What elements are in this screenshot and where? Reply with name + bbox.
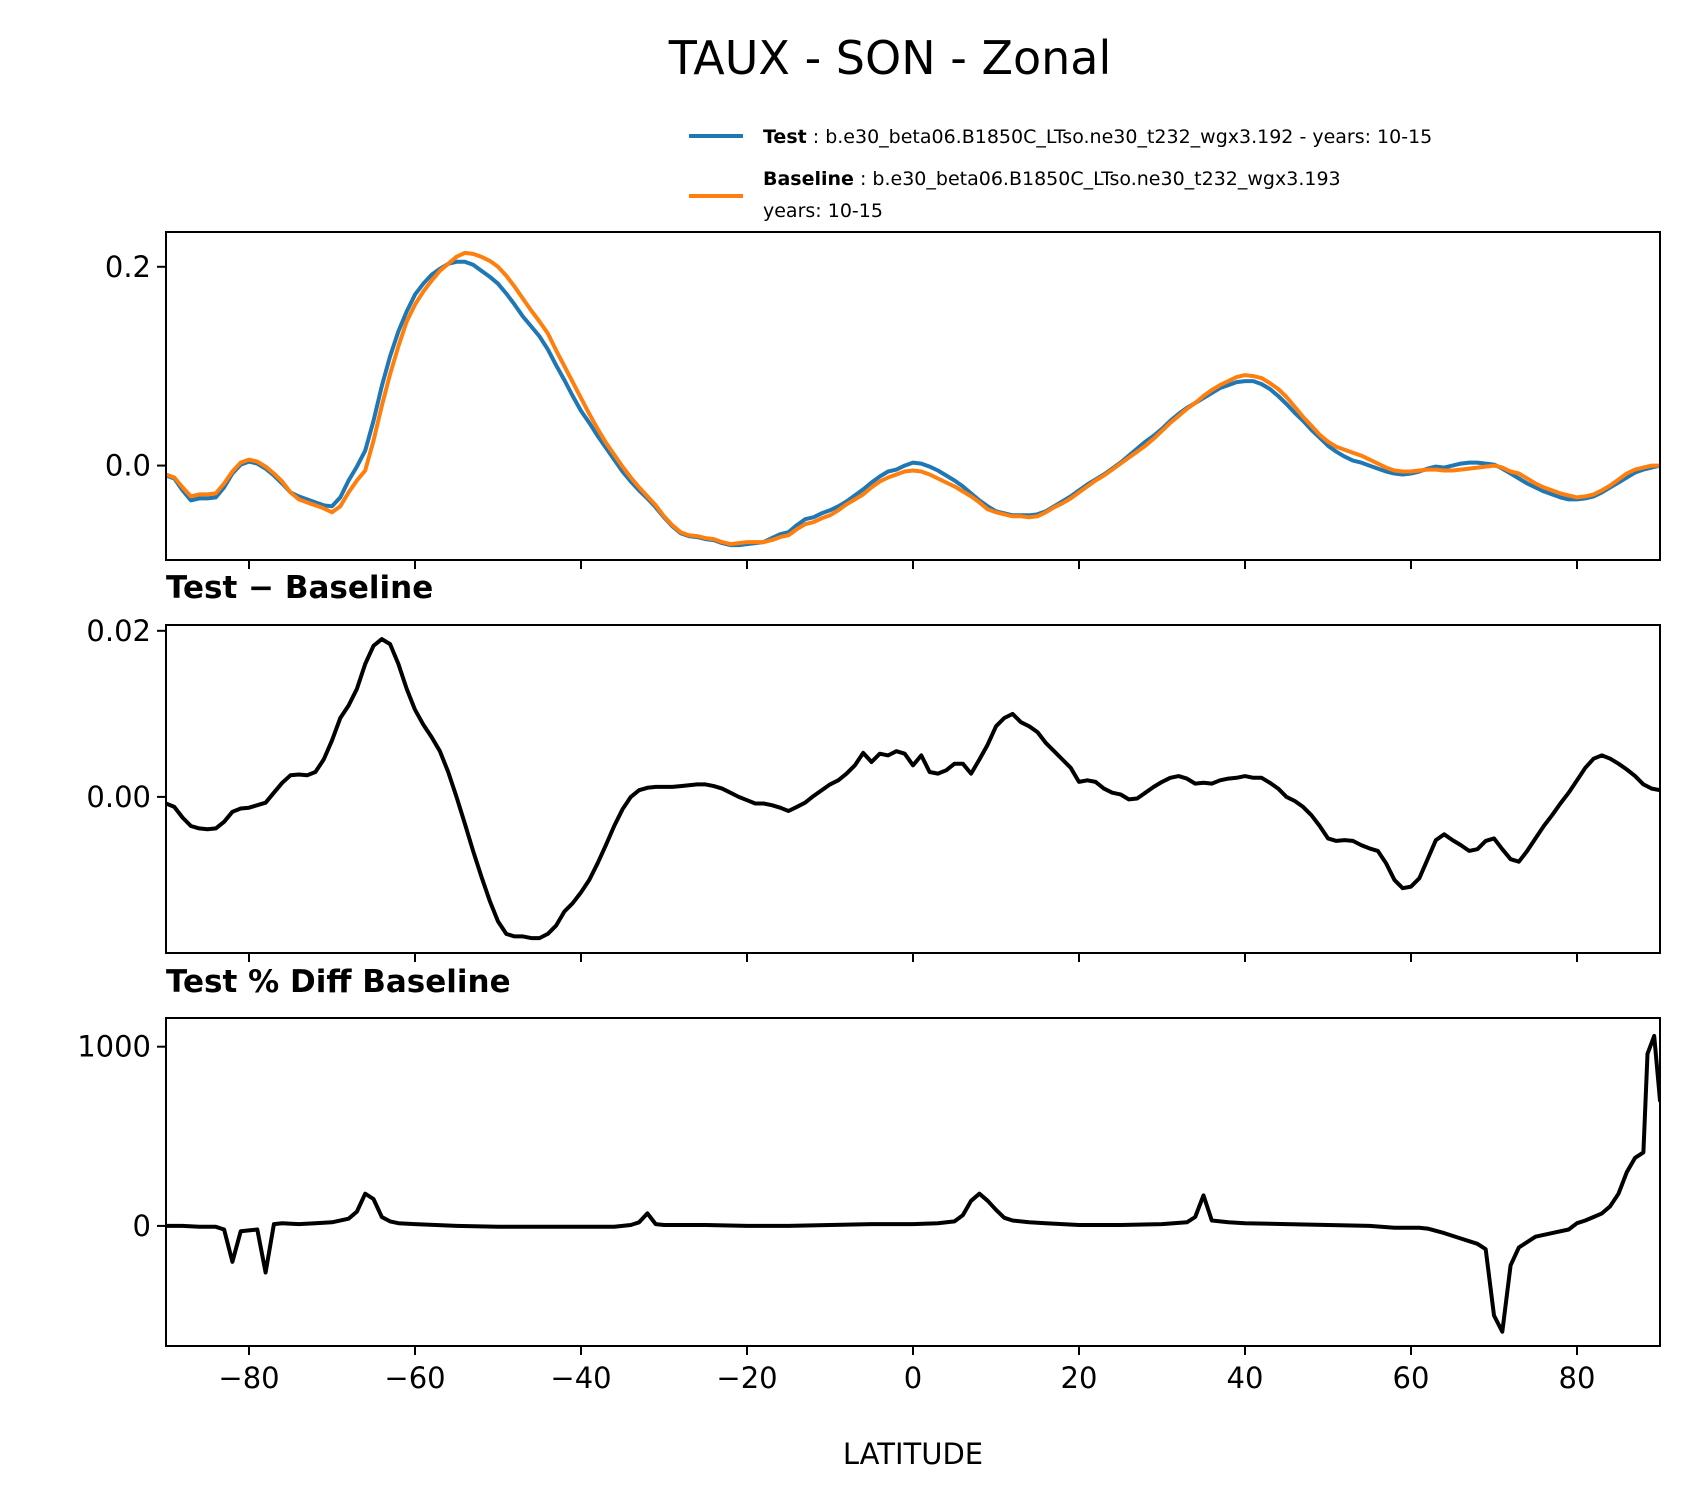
legend-text-baseline: : b.e30_beta06.B1850C_LTso.ne30_t232_wgx… (854, 168, 1341, 190)
x-tick-label: −60 (384, 1361, 445, 1395)
x-axis-label: LATITUDE (843, 1437, 983, 1471)
x-tick-label: 80 (1559, 1361, 1596, 1395)
series-line-difference (166, 637, 1660, 941)
panel-zonal-mean: 0.0 0.2 (105, 231, 1661, 569)
legend-label-baseline: Baseline (763, 168, 854, 190)
panel-difference-title: Test − Baseline (166, 570, 433, 606)
panel-zonal-mean-frame (165, 231, 1661, 561)
x-tick-label: 20 (1061, 1361, 1098, 1395)
legend-entry-baseline-line2: years: 10-15 (763, 200, 883, 222)
series-line-percent-diff (166, 1033, 1660, 1334)
x-tick-label: −20 (716, 1361, 777, 1395)
panel-percent-diff-frame (165, 1017, 1661, 1347)
x-tick-label: 40 (1227, 1361, 1264, 1395)
y-tick-label: 0.00 (86, 780, 151, 814)
x-tick-label: 60 (1393, 1361, 1430, 1395)
y-tick-label: 0.2 (105, 250, 151, 284)
legend-entry-test: Test : b.e30_beta06.B1850C_LTso.ne30_t23… (763, 126, 1432, 148)
figure-title: TAUX - SON - Zonal (668, 31, 1111, 85)
panel-difference-frame (165, 624, 1661, 954)
legend-entry-baseline: Baseline : b.e30_beta06.B1850C_LTso.ne30… (763, 168, 1341, 190)
y-tick-label: 0.0 (105, 449, 151, 483)
series-line-zonal-mean-test (166, 259, 1660, 548)
legend: Test : b.e30_beta06.B1850C_LTso.ne30_t23… (689, 126, 1432, 222)
x-tick-label: −40 (550, 1361, 611, 1395)
panel-percent-diff: Test % Diff Baseline 0 1000 −80 −60 −40 −20 0… (77, 964, 1661, 1471)
series-line-zonal-mean-baseline (166, 250, 1660, 547)
x-tick-label: 0 (904, 1361, 922, 1395)
x-tick-label: −80 (218, 1361, 279, 1395)
legend-text-test: : b.e30_beta06.B1850C_LTso.ne30_t232_wgx… (807, 126, 1433, 148)
y-tick-label: 1000 (77, 1030, 151, 1064)
y-tick-label: 0.02 (86, 614, 151, 648)
panel-difference: Test − Baseline 0.00 0.02 (86, 570, 1661, 962)
panel-percent-diff-title: Test % Diff Baseline (166, 964, 511, 1000)
legend-label-test: Test (763, 126, 807, 148)
y-tick-label: 0 (133, 1209, 151, 1243)
